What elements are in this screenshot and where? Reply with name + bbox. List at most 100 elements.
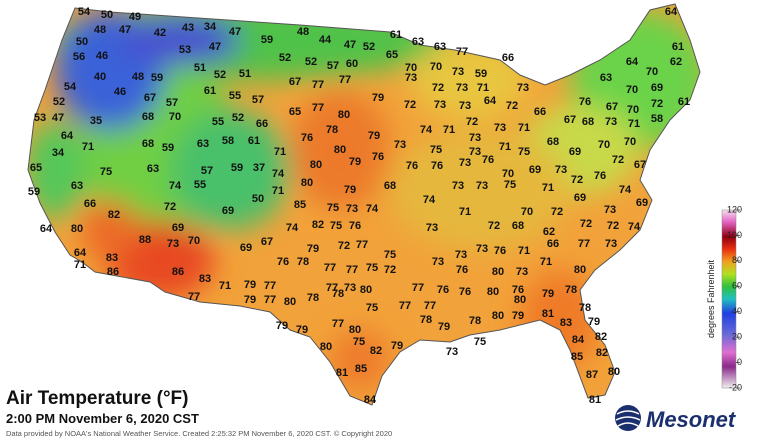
temperature-reading: 72: [404, 99, 416, 111]
temperature-reading: 81: [336, 367, 348, 379]
temperature-reading: 75: [504, 179, 516, 191]
temperature-reading: 67: [261, 236, 273, 248]
temperature-reading: 87: [586, 369, 598, 381]
temperature-reading: 69: [636, 197, 648, 209]
temperature-reading: 65: [386, 49, 398, 61]
temperature-reading: 65: [289, 106, 301, 118]
map-title: Air Temperature (°F): [6, 388, 189, 409]
temperature-reading: 55: [229, 90, 241, 102]
temperature-reading: 76: [594, 170, 606, 182]
temperature-reading: 76: [459, 286, 471, 298]
temperature-reading: 78: [332, 288, 344, 300]
temperature-reading: 76: [512, 284, 524, 296]
temperature-reading: 71: [459, 206, 471, 218]
temperature-reading: 72: [432, 82, 444, 94]
temperature-reading: 77: [399, 300, 411, 312]
temperature-reading: 48: [297, 26, 309, 38]
temperature-reading: 66: [547, 238, 559, 250]
temperature-reading: 52: [232, 112, 244, 124]
temperature-reading: 51: [194, 62, 206, 74]
temperature-reading: 73: [476, 180, 488, 192]
temperature-reading: 63: [71, 180, 83, 192]
temperature-reading: 79: [542, 288, 554, 300]
temperature-reading: 76: [372, 151, 384, 163]
logo-text: Mesonet: [646, 407, 737, 432]
temperature-reading: 68: [547, 136, 559, 148]
temperature-reading: 74: [272, 168, 285, 180]
temperature-reading: 73: [405, 72, 417, 84]
temperature-reading: 79: [372, 92, 384, 104]
temperature-reading: 81: [589, 394, 601, 406]
temperature-reading: 68: [142, 138, 154, 150]
temperature-reading: 80: [310, 159, 322, 171]
temperature-reading: 83: [199, 273, 211, 285]
temperature-reading: 70: [521, 206, 533, 218]
temperature-reading: 80: [514, 294, 526, 306]
timestamp: 2:00 PM November 6, 2020 CST: [6, 411, 199, 426]
temperature-reading: 80: [360, 284, 372, 296]
temperature-reading: 58: [651, 113, 663, 125]
temperature-reading: 34: [204, 21, 217, 33]
temperature-reading: 76: [406, 160, 418, 172]
temperature-reading: 68: [384, 180, 396, 192]
temperature-reading: 76: [482, 154, 494, 166]
temperature-reading: 82: [312, 219, 324, 231]
temperature-reading: 80: [71, 223, 83, 235]
temperature-reading: 46: [96, 50, 108, 62]
temperature-reading: 74: [420, 124, 433, 136]
temperature-reading: 57: [327, 60, 339, 72]
temperature-reading: 88: [139, 234, 151, 246]
temperature-reading: 51: [239, 68, 251, 80]
temperature-reading: 74: [423, 194, 436, 206]
temperature-reading: 76: [277, 256, 289, 268]
temperature-reading: 72: [612, 154, 624, 166]
temperature-reading: 72: [506, 100, 518, 112]
temperature-reading: 71: [274, 146, 286, 158]
temperature-reading: 71: [518, 122, 530, 134]
temperature-reading: 78: [579, 302, 591, 314]
temperature-reading: 80: [487, 286, 499, 298]
temperature-reading: 73: [494, 122, 506, 134]
temperature-reading: 68: [142, 111, 154, 123]
temperature-reading: 77: [312, 102, 324, 114]
temperature-reading: 80: [284, 296, 296, 308]
temperature-reading: 78: [307, 292, 319, 304]
temperature-reading: 52: [53, 96, 65, 108]
temperature-reading: 80: [349, 324, 361, 336]
temperature-reading: 66: [84, 198, 96, 210]
colorbar-tick-label: 20: [732, 332, 742, 342]
temperature-reading: 77: [264, 294, 276, 306]
temperature-reading: 75: [518, 146, 530, 158]
temperature-reading: 78: [469, 315, 481, 327]
temperature-reading: 69: [222, 205, 234, 217]
temperature-reading: 61: [390, 29, 402, 41]
temperature-reading: 72: [580, 218, 592, 230]
temperature-reading: 66: [534, 106, 546, 118]
temperature-reading: 73: [604, 204, 616, 216]
temperature-reading: 71: [542, 182, 554, 194]
temperature-reading: 73: [167, 238, 179, 250]
temperature-reading: 72: [571, 174, 583, 186]
temperature-reading: 48: [132, 71, 144, 83]
temperature-reading: 72: [466, 116, 478, 128]
temperature-reading: 72: [551, 206, 563, 218]
colorbar-tick-label: 80: [732, 255, 742, 265]
temperature-reading: 57: [201, 165, 213, 177]
temperature-reading: 79: [438, 321, 450, 333]
temperature-reading: 73: [446, 346, 458, 358]
temperature-reading: 73: [605, 238, 617, 250]
temperature-reading: 75: [353, 336, 365, 348]
temperature-reading: 73: [469, 132, 481, 144]
temperature-reading: 71: [272, 185, 284, 197]
temperature-reading: 50: [101, 9, 113, 21]
temperature-reading: 78: [565, 284, 577, 296]
temperature-reading: 80: [338, 109, 350, 121]
temperature-reading: 73: [459, 157, 471, 169]
temperature-reading: 53: [179, 44, 191, 56]
temperature-reading: 34: [52, 147, 65, 159]
temperature-reading: 76: [301, 132, 313, 144]
colorbar-tick-label: 120: [727, 204, 742, 214]
temperature-reading: 75: [366, 262, 378, 274]
temperature-reading: 75: [366, 302, 378, 314]
temperature-reading: 47: [119, 24, 131, 36]
